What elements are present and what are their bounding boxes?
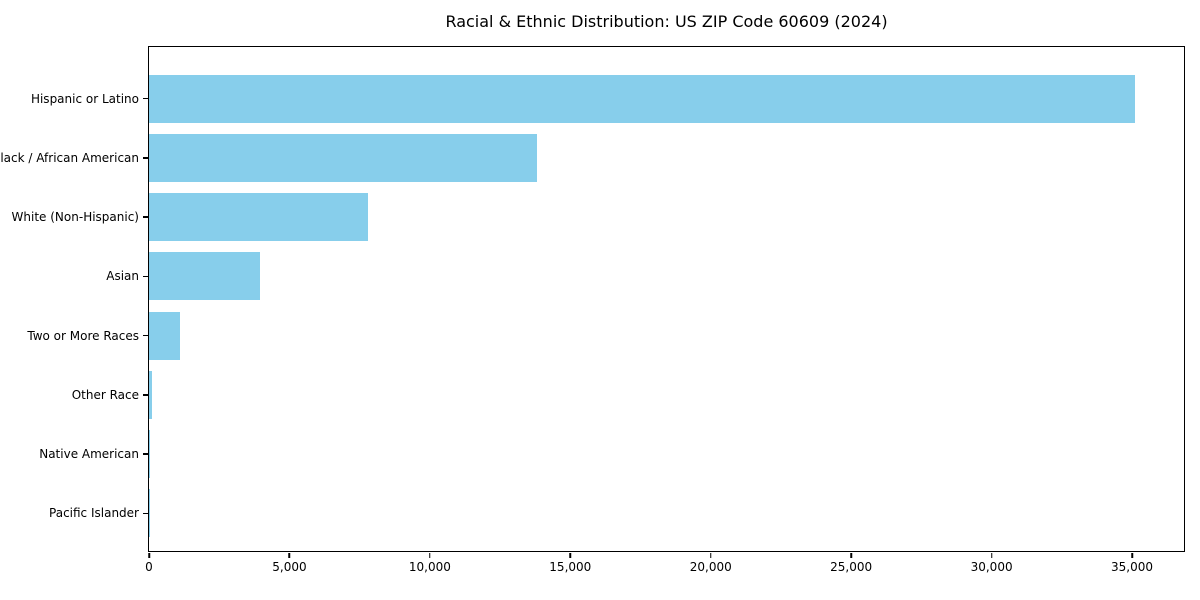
y-tick [142,453,148,455]
y-axis-label: Black / African American [0,150,139,165]
x-tick [990,552,993,558]
x-axis-tick-label: 5,000 [272,560,307,574]
x-axis-tick-label: 25,000 [830,560,873,574]
x-axis-tick-label: 15,000 [549,560,592,574]
bar [149,74,1135,123]
y-tick [142,97,148,100]
y-axis-label: Hispanic or Latino [30,91,139,106]
bar-row: White (Non-Hispanic) [12,188,1184,247]
y-axis-label: Asian [106,269,139,284]
y-axis-label: Native American [39,447,139,462]
bar-row: Hispanic or Latino [31,69,1184,128]
bar-row: Asian [106,247,1184,306]
bar-row: Pacific Islander [49,484,1184,543]
y-axis-label: Pacific Islander [49,506,139,521]
x-tick [569,552,572,558]
y-tick [142,334,148,337]
y-axis-label: White (Non-Hispanic) [11,210,139,225]
y-tick [142,216,148,218]
bar [149,133,537,182]
bar-row: Black / African American [0,128,1184,187]
x-tick [429,552,431,558]
bars-container: Hispanic or Latino Black / African Americ… [0,69,1184,543]
x-tick [288,552,291,558]
y-tick [142,157,148,159]
bar [149,370,153,419]
x-tick [148,552,150,558]
x-axis-tick-label: 30,000 [970,560,1013,574]
x-axis-tick-label: 10,000 [408,560,451,574]
y-tick [142,275,148,278]
y-axis-label: Other Race [71,387,139,402]
bar [149,193,369,242]
y-axis-label: Two or More Races [27,328,139,343]
y-tick [142,512,148,515]
bar [149,252,260,301]
x-axis-tick-label: 20,000 [689,560,732,574]
bar [149,430,151,479]
x-axis-tick-label: 0 [145,560,153,574]
x-tick [709,552,712,558]
y-tick [142,394,148,396]
bar-row: Two or More Races [27,306,1184,365]
chart-title: Racial & Ethnic Distribution: US ZIP Cod… [445,12,888,31]
bar [149,311,180,360]
bar-row: Other Race [72,365,1184,424]
x-tick [850,552,852,558]
plot-area: Hispanic or Latino Black / African Americ… [0,46,1185,574]
x-tick [1131,552,1133,558]
x-axis-tick-label: 35,000 [1111,560,1154,574]
bar-row: Native American [39,425,1184,484]
